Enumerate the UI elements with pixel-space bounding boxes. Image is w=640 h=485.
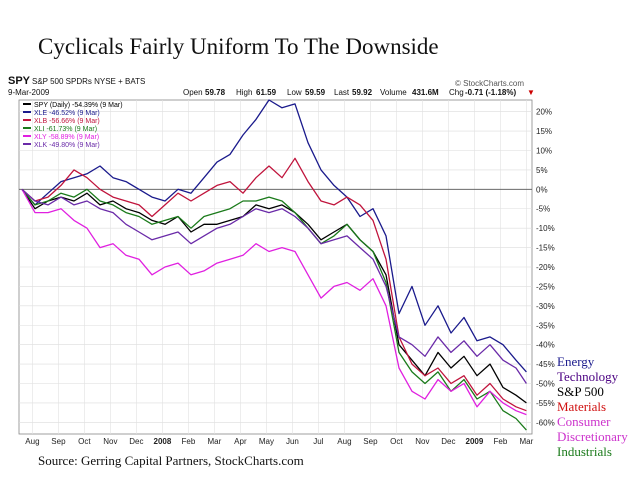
chg-value: -0.71 (-1.18%)	[465, 88, 516, 97]
label-sp500: S&P 500	[557, 384, 604, 399]
y-tick-label: -30%	[536, 302, 555, 311]
source-note: Source: Gerring Capital Partners, StockC…	[38, 453, 304, 468]
series-line-xle	[21, 99, 527, 373]
y-tick-label: -15%	[536, 244, 555, 253]
y-tick-label: -10%	[536, 224, 555, 233]
y-tick-label: -55%	[536, 399, 555, 408]
volume-value: 431.6M	[412, 88, 439, 97]
y-tick-label: 20%	[536, 108, 552, 117]
y-tick-label: -50%	[536, 380, 555, 389]
y-tick-label: -5%	[536, 205, 550, 214]
high-label: High	[236, 88, 252, 97]
x-tick-label: Dec	[441, 437, 455, 446]
x-tick-label: Mar	[520, 437, 534, 446]
x-tick-label: Sep	[363, 437, 378, 446]
x-tick-label: Sep	[51, 437, 66, 446]
x-tick-label: Nov	[103, 437, 117, 446]
low-label: Low	[287, 88, 302, 97]
legend: SPY (Daily) -54.39% (9 Mar)XLE -46.52% (…	[23, 102, 123, 149]
label-energy: Energy	[557, 354, 595, 369]
slide-title: Cyclicals Fairly Uniform To The Downside	[38, 34, 439, 59]
legend-entry: XLE -46.52% (9 Mar)	[34, 110, 100, 117]
y-tick-label: -45%	[536, 360, 555, 369]
y-tick-label: -25%	[536, 282, 555, 291]
open-label: Open	[183, 88, 203, 97]
label-industrials: Industrials	[557, 444, 612, 459]
x-axis-ticks: Aug Sep Oct Nov Dec 2008 Feb Mar Apr May Jun Jul Aug…	[25, 437, 533, 446]
x-tick-label: Oct	[390, 437, 403, 446]
x-tick-label: 2008	[154, 437, 172, 446]
x-tick-label: May	[259, 437, 274, 446]
y-tick-label: 10%	[536, 146, 552, 155]
series-lines	[21, 99, 527, 431]
y-tick-label: -35%	[536, 321, 555, 330]
y-tick-label: -60%	[536, 418, 555, 427]
x-tick-label: Dec	[129, 437, 143, 446]
x-tick-label: Aug	[337, 437, 351, 446]
x-tick-label: Jul	[313, 437, 323, 446]
chg-label: Chg	[449, 88, 464, 97]
open-value: 59.78	[205, 88, 226, 97]
chart-date: 9-Mar-2009	[8, 88, 50, 97]
sector-labels: Energy Technology S&P 500 Materials Cons…	[557, 354, 628, 459]
low-value: 59.59	[305, 88, 326, 97]
y-tick-label: 0%	[536, 185, 548, 194]
legend-entry: XLI -61.73% (9 Mar)	[34, 126, 97, 133]
chart-watermark: © StockCharts.com	[455, 79, 524, 88]
x-tick-label: Jun	[286, 437, 299, 446]
chg-down-icon: ▼	[527, 88, 535, 97]
label-consumer: Consumer	[557, 414, 611, 429]
series-line-xly	[21, 188, 527, 416]
label-discretionary: Discretionary	[557, 429, 628, 444]
high-value: 61.59	[256, 88, 277, 97]
y-tick-label: -40%	[536, 341, 555, 350]
legend-entry: XLY -58.89% (9 Mar)	[34, 134, 99, 141]
last-value: 59.92	[352, 88, 373, 97]
x-tick-label: Oct	[78, 437, 91, 446]
x-tick-label: Mar	[208, 437, 222, 446]
series-line-xli	[21, 188, 527, 431]
x-tick-label: Apr	[234, 437, 247, 446]
chart-symbol: SPY	[8, 75, 31, 87]
legend-entry: XLK -49.80% (9 Mar)	[34, 142, 100, 149]
label-materials: Materials	[557, 399, 607, 414]
legend-entry: XLB -56.66% (9 Mar)	[34, 118, 100, 125]
x-tick-label: Feb	[494, 437, 508, 446]
y-tick-label: 5%	[536, 166, 548, 175]
label-technology: Technology	[557, 369, 619, 384]
legend-entry: SPY (Daily) -54.39% (9 Mar)	[34, 102, 123, 109]
grid-lines	[19, 100, 532, 434]
y-axis-ticks: 20% 15% 10% 5% 0% -5% -10% -15% -20% -25% -30% -35%…	[536, 108, 555, 428]
y-tick-label: -20%	[536, 263, 555, 272]
x-tick-label: Feb	[182, 437, 196, 446]
x-tick-label: Aug	[25, 437, 39, 446]
x-tick-label: 2009	[466, 437, 484, 446]
y-tick-label: 15%	[536, 127, 552, 136]
last-label: Last	[334, 88, 350, 97]
series-line-xlk	[21, 188, 527, 384]
chart-description: S&P 500 SPDRs NYSE + BATS	[32, 77, 145, 86]
series-line-xlb	[21, 157, 527, 412]
x-tick-label: Nov	[415, 437, 429, 446]
volume-label: Volume	[380, 88, 407, 97]
